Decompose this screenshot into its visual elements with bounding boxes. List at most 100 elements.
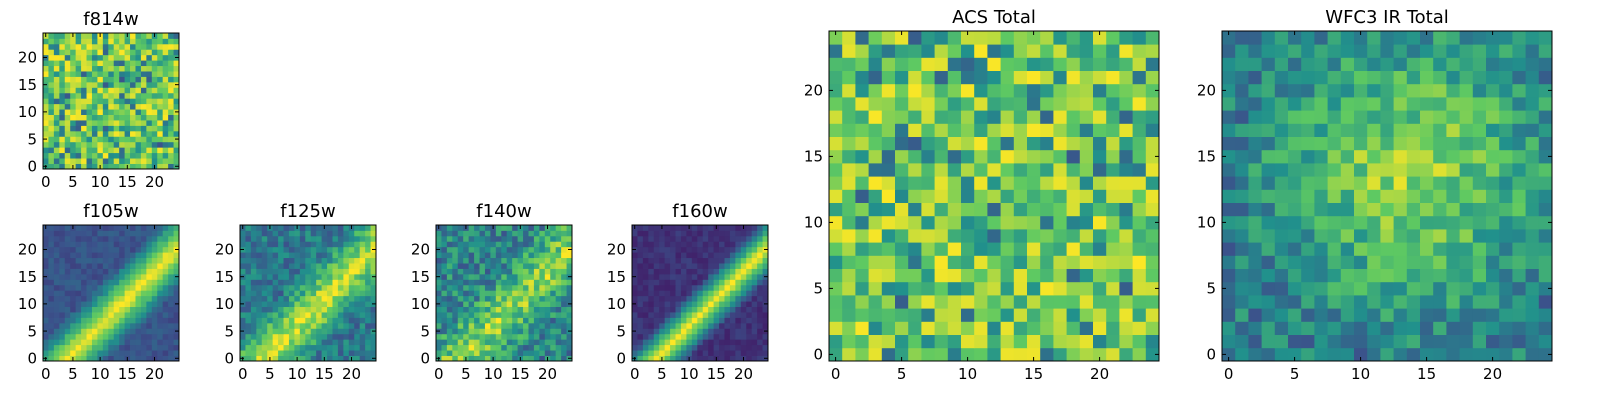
heatmap-cell	[75, 312, 82, 318]
heatmap-cell	[130, 71, 136, 77]
heatmap-cell	[130, 263, 136, 269]
heatmap-cell	[245, 273, 252, 280]
heatmap-cell	[119, 290, 125, 297]
heatmap-cell	[75, 301, 82, 307]
heatmap-cell	[140, 279, 147, 286]
heatmap-cell	[1433, 189, 1447, 203]
heatmap-cell	[675, 225, 682, 231]
heatmap-cell	[566, 268, 573, 275]
heatmap-cell	[474, 252, 480, 259]
heatmap-cell	[544, 333, 551, 340]
heatmap-cell	[113, 163, 120, 170]
heatmap-cell	[1222, 229, 1236, 243]
heatmap-cell	[1393, 295, 1408, 309]
heatmap-cell	[757, 355, 763, 362]
heatmap-cell	[97, 71, 104, 77]
heatmap-cell	[740, 333, 747, 340]
heatmap-cell	[648, 279, 655, 286]
heatmap-cell	[1446, 176, 1460, 190]
heatmap-cell	[934, 136, 949, 151]
heatmap-cell	[316, 328, 322, 335]
heatmap-cell	[1472, 149, 1487, 164]
heatmap-cell	[881, 176, 896, 190]
heatmap-cell	[1079, 83, 1094, 98]
heatmap-cell	[561, 350, 567, 356]
heatmap-cell	[555, 312, 562, 318]
heatmap-cell	[102, 312, 109, 318]
heatmap-cell	[70, 273, 77, 280]
heatmap-cell	[48, 235, 55, 242]
heatmap-cell	[70, 263, 77, 269]
heatmap-cell	[135, 54, 142, 61]
heatmap-cell	[332, 252, 339, 259]
heatmap-cell	[135, 141, 142, 148]
heatmap-cell	[1459, 295, 1474, 309]
heatmap-cell	[446, 339, 453, 346]
heatmap-cell	[719, 344, 725, 351]
heatmap-cell	[108, 306, 115, 313]
heatmap-cell	[261, 333, 268, 340]
heatmap-cell	[102, 350, 109, 356]
heatmap-cell	[48, 252, 55, 259]
heatmap-cell	[1288, 83, 1302, 98]
heatmap-cell	[1380, 163, 1394, 177]
heatmap-cell	[124, 328, 131, 335]
heatmap-cell	[908, 281, 922, 296]
heatmap-cell	[895, 255, 909, 269]
heatmap-cell	[245, 333, 252, 340]
heatmap-cell	[512, 279, 518, 286]
heatmap-cell	[895, 308, 909, 322]
heatmap-cell	[124, 103, 131, 110]
heatmap-cell	[550, 279, 557, 286]
heatmap-cell	[1261, 321, 1276, 335]
heatmap-cell	[348, 263, 355, 269]
heatmap-cell	[75, 317, 82, 324]
heatmap-cell	[735, 263, 742, 269]
heatmap-cell	[1380, 123, 1394, 137]
heatmap-cell	[75, 339, 82, 346]
heatmap-cell	[316, 322, 322, 329]
heatmap-cell	[288, 235, 295, 242]
heatmap-cell	[348, 350, 355, 356]
heatmap-cell	[91, 38, 98, 45]
heatmap-cell	[43, 344, 49, 351]
heatmap-cell	[555, 328, 562, 335]
heatmap-cell	[921, 123, 935, 137]
heatmap-cell	[691, 306, 698, 313]
heatmap-cell	[267, 344, 274, 351]
heatmap-cell	[664, 225, 671, 231]
heatmap-cell	[637, 273, 644, 280]
heatmap-cell	[1525, 149, 1540, 164]
heatmap-cell	[43, 295, 49, 302]
heatmap-cell	[151, 339, 158, 346]
heatmap-cell	[463, 284, 470, 291]
heatmap-cell	[1340, 308, 1355, 322]
heatmap-cell	[162, 268, 169, 275]
heatmap-cell	[124, 241, 131, 248]
heatmap-cell	[288, 344, 295, 351]
heatmap-cell	[664, 328, 671, 335]
heatmap-cell	[855, 255, 869, 269]
heatmap-cell	[523, 246, 529, 253]
heatmap-cell	[48, 317, 55, 324]
heatmap-cell	[686, 257, 693, 264]
heatmap-cell	[168, 71, 174, 77]
heatmap-cell	[1000, 281, 1015, 296]
heatmap-cell	[102, 147, 109, 154]
heatmap-cell	[337, 246, 344, 253]
heatmap-cell	[566, 295, 573, 302]
heatmap-cell	[484, 279, 491, 286]
heatmap-cell	[327, 241, 333, 248]
heatmap-cell	[648, 268, 655, 275]
heatmap-cell	[539, 273, 546, 280]
heatmap-cell	[1433, 176, 1447, 190]
heatmap-cell	[162, 38, 169, 45]
heatmap-cell	[64, 284, 71, 291]
heatmap-cell	[278, 333, 284, 340]
heatmap-cell	[708, 241, 714, 248]
heatmap-cell	[1433, 308, 1447, 322]
heatmap-cell	[1132, 242, 1147, 256]
heatmap-cell	[130, 65, 136, 72]
heatmap-cell	[162, 158, 169, 164]
heatmap-cell	[436, 333, 442, 340]
